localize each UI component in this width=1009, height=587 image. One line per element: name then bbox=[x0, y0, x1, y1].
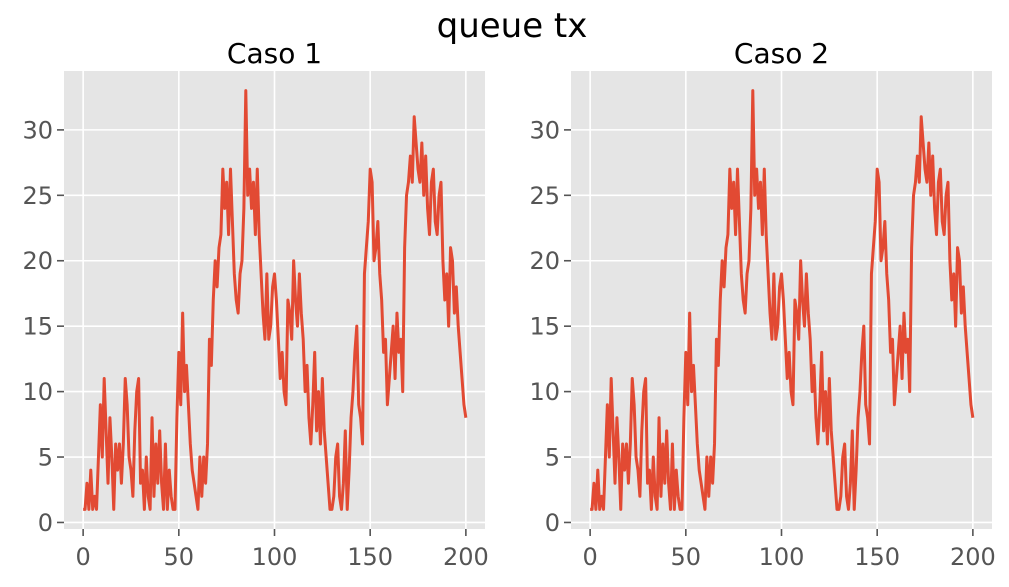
y-tick-label: 15 bbox=[529, 313, 560, 341]
y-tick-label: 25 bbox=[529, 182, 560, 210]
series-line bbox=[590, 89, 975, 511]
y-tick-label: 0 bbox=[38, 509, 53, 537]
series-line bbox=[83, 89, 468, 511]
y-tick-label: 20 bbox=[529, 247, 560, 275]
x-tick-label: 50 bbox=[671, 543, 702, 571]
y-tick-label: 20 bbox=[22, 247, 53, 275]
x-tick-label: 200 bbox=[443, 543, 489, 571]
x-tick-label: 0 bbox=[582, 543, 597, 571]
x-tick-label: 150 bbox=[854, 543, 900, 571]
chart-panel-caso-2: Caso 2 0 5 10 15 20 25 30 0 50 100 150 200 bbox=[529, 37, 995, 571]
x-tick-label: 50 bbox=[164, 543, 195, 571]
chart-title: Caso 1 bbox=[227, 37, 322, 70]
x-tick-label: 200 bbox=[950, 543, 996, 571]
x-tick-label: 0 bbox=[75, 543, 90, 571]
x-tick-label: 100 bbox=[759, 543, 805, 571]
y-tick-label: 15 bbox=[22, 313, 53, 341]
y-tick-label: 10 bbox=[529, 378, 560, 406]
y-tick-label: 10 bbox=[22, 378, 53, 406]
figure-title: queue tx bbox=[437, 6, 588, 46]
y-tick-label: 25 bbox=[22, 182, 53, 210]
x-tick-label: 150 bbox=[347, 543, 393, 571]
x-tick-label: 100 bbox=[252, 543, 298, 571]
y-tick-label: 5 bbox=[545, 444, 560, 472]
chart-panel-caso-1: Caso 1 0 5 10 15 20 25 30 0 50 100 150 200 bbox=[22, 37, 488, 571]
y-tick-label: 0 bbox=[545, 509, 560, 537]
y-tick-label: 5 bbox=[38, 444, 53, 472]
chart-title: Caso 2 bbox=[734, 37, 829, 70]
y-tick-label: 30 bbox=[529, 116, 560, 144]
y-tick-label: 30 bbox=[22, 116, 53, 144]
